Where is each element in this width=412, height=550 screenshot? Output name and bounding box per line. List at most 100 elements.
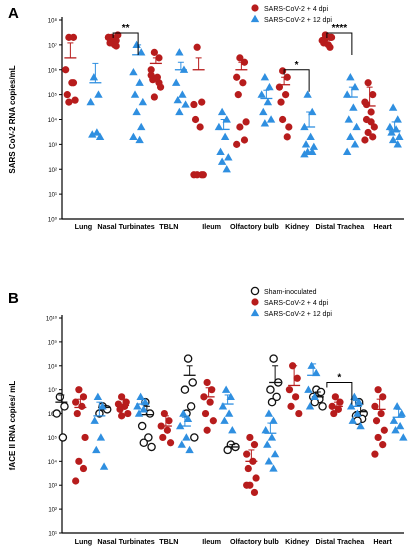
panel-a-dpi12-point — [129, 132, 138, 141]
panel-b-dpi4-point — [252, 474, 260, 482]
panel-a-dpi4-point — [367, 108, 375, 116]
panel-a-dpi4-point — [240, 136, 249, 144]
panel-b-dpi12-point — [136, 392, 145, 401]
panel-b-dpi12-point — [307, 361, 316, 369]
panel-a-significance-label: ** — [122, 23, 130, 34]
panel-b-dpi4-point — [73, 409, 81, 418]
panel-a-significance-bracket — [112, 32, 139, 56]
panel-b-dpi4-point — [380, 426, 388, 434]
panel-a-dpi12-point — [257, 90, 266, 98]
panel-a-dpi12-point — [138, 97, 148, 106]
panel-b-sham-point — [272, 392, 281, 402]
panel-a-dpi12-point — [92, 128, 102, 136]
panel-b-dpi4-point — [244, 464, 252, 473]
panel-a-dpi12-point — [173, 95, 182, 104]
panel-b-dpi12-point — [185, 445, 194, 454]
panel-a-dpi12-point — [89, 73, 99, 81]
panel-a-dpi12-point — [217, 157, 227, 165]
panel-a-dpi12-point — [385, 122, 395, 131]
panel-b-dpi12-point — [224, 409, 234, 417]
panel-a-y-axis-label: SARS CoV-2 RNA copies/mL — [8, 65, 17, 173]
panel-a-dpi12-point — [135, 78, 144, 86]
panel-a-dpi4-point — [155, 79, 163, 87]
panel-b-y-tick-label: 10² — [48, 508, 57, 514]
panel-b-dpi4-point — [285, 386, 294, 394]
panel-b-y-tick-label: 10⁸ — [48, 363, 58, 370]
panel-b-category-label: TBLN — [159, 537, 178, 546]
panel-b-dpi4-point — [116, 405, 124, 413]
panel-a-dpi4-point — [239, 79, 247, 87]
panel-b-y-tick-label: 10⁷ — [48, 387, 57, 394]
panel-b-dpi4-point — [201, 409, 210, 418]
panel-a-legend-marker — [251, 4, 259, 12]
panel-b-dpi4-point — [250, 488, 259, 497]
panel-b-dpi12-point — [221, 385, 231, 393]
panel-a-dpi4-point — [364, 128, 372, 137]
panel-a-dpi4-point — [233, 140, 241, 148]
panel-a-significance-label: * — [295, 60, 299, 71]
panel-a-dpi4-point — [369, 133, 377, 141]
panel-a-dpi12-point — [222, 115, 231, 123]
panel-a-y-tick-label: 10² — [48, 168, 57, 174]
panel-b-y-axis-label: fACE II RNA copies/ mL — [8, 381, 17, 471]
panel-a-dpi12-point — [129, 67, 138, 76]
panel-b-dpi4-point — [334, 405, 342, 413]
panel-a-dpi12-point — [344, 115, 353, 123]
panel-a-dpi12-point — [387, 128, 396, 136]
panel-a-category-label: Distal Trachea — [316, 222, 366, 231]
panel-a-significance-bracket — [283, 69, 310, 92]
panel-a-dpi12-point — [217, 107, 227, 116]
panel-a-dpi12-point — [350, 82, 360, 91]
panel-a-dpi4-point — [326, 43, 334, 51]
panel-b-y-tick-label: 10⁵ — [48, 435, 58, 442]
panel-b-dpi4-point — [72, 398, 80, 406]
panel-b-dpi4-point — [165, 417, 173, 425]
panel-b-sham-point — [52, 409, 61, 418]
panel-b-dpi4-point — [160, 409, 168, 418]
panel-b-dpi12-point — [220, 416, 229, 424]
panel-b-dpi12-point — [264, 457, 274, 465]
panel-b-dpi4-point — [374, 433, 382, 442]
panel-a-dpi4-point — [321, 34, 329, 43]
panel-b-dpi12-point — [353, 409, 362, 417]
panel-b-dpi4-point — [203, 426, 211, 434]
panel-b-dpi4-point — [79, 393, 88, 401]
panel-a-dpi12-point — [95, 132, 105, 141]
panel-b-dpi4-point — [371, 450, 379, 458]
panel-b-legend-marker — [251, 298, 259, 306]
panel-a-dpi12-point — [346, 132, 355, 141]
panel-a-dpi4-point — [233, 73, 241, 81]
panel-a-y-tick-label: 10⁰ — [48, 217, 58, 224]
panel-b-dpi4-point — [81, 433, 89, 442]
panel-a-dpi12-point — [350, 140, 360, 148]
panel-b-category-label: Nasal Turbinates — [97, 537, 154, 546]
panel-a-dpi12-point — [216, 147, 225, 156]
panel-b-dpi12-point — [392, 402, 402, 410]
panel-b-sham-point — [145, 409, 155, 418]
panel-b-dpi4-point — [206, 398, 214, 406]
panel-b-dpi4-point — [75, 457, 83, 465]
panel-a-dpi12-point — [342, 90, 352, 98]
panel-a-dpi4-point — [104, 33, 113, 41]
panel-a-dpi12-point — [171, 78, 181, 86]
panel-b-dpi12-point — [270, 449, 280, 458]
panel-b-dpi12-point — [305, 402, 315, 410]
panel-a-dpi4-point — [361, 136, 369, 144]
panel-b-legend-label: SARS-CoV-2 + 12 dpi — [264, 311, 332, 318]
panel-a-dpi12-point — [346, 73, 355, 81]
panel-a-dpi4-point — [283, 133, 291, 141]
panel-b-dpi12-point — [269, 416, 278, 424]
panel-b-dpi12-point — [312, 368, 321, 377]
panel-a-legend-label: SARS-CoV-2 + 4 dpi — [264, 6, 328, 13]
panel-a-dpi4-point — [65, 98, 73, 106]
panel-a-dpi4-point — [71, 96, 79, 104]
panel-b-sham-point — [269, 354, 278, 363]
panel-a-letter: A — [8, 5, 19, 22]
panel-b-dpi12-point — [269, 464, 278, 472]
panel-b-dpi12-point — [399, 433, 408, 441]
panel-a-dpi12-point — [342, 147, 352, 156]
panel-b-dpi4-point — [118, 393, 126, 401]
panel-a-dpi4-point — [369, 91, 377, 99]
panel-b-y-tick-label: 10¹ — [48, 532, 57, 538]
panel-b-dpi4-point — [243, 450, 251, 458]
